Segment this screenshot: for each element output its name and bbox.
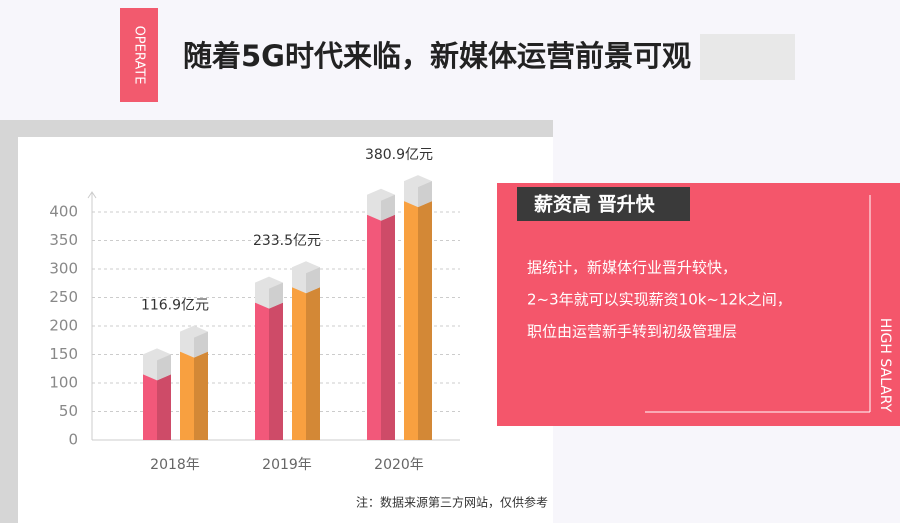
info-panel xyxy=(497,183,900,426)
heading-box xyxy=(517,187,690,221)
bar-cap-side xyxy=(194,331,208,358)
bar-cap-side xyxy=(381,194,395,221)
y-tick-label: 0 xyxy=(68,431,78,449)
tag: OPERATE xyxy=(132,26,147,85)
y-tick-label: 150 xyxy=(49,345,78,363)
bar-side xyxy=(381,214,395,440)
y-tick-label: 400 xyxy=(49,202,78,220)
bar-side xyxy=(157,374,171,440)
x-tick-label: 2020年 xyxy=(374,457,424,473)
value-annotation: 380.9亿元 xyxy=(365,147,433,163)
y-tick-label: 250 xyxy=(49,288,78,306)
y-tick-label: 300 xyxy=(49,259,78,277)
value-annotation: 116.9亿元 xyxy=(141,298,209,314)
title: 随着5G时代来临，新媒体运营前景可观 xyxy=(183,39,691,73)
axis-arrow xyxy=(87,191,97,199)
value-annotation: 233.5亿元 xyxy=(253,233,321,249)
bar-side xyxy=(269,302,283,440)
y-tick-label: 100 xyxy=(49,373,78,391)
panel-heading: 薪资高 晋升快 xyxy=(534,193,656,216)
chart-panel xyxy=(18,137,553,523)
tag-box xyxy=(120,8,158,102)
bar-cap-side xyxy=(306,267,320,294)
chart: 0 50 100 150 200 250 300 350 400 2018年 116.9亿元 2019… xyxy=(49,147,460,473)
panel-line: 2~3年就可以实现薪资10k~12k之间， xyxy=(527,291,792,309)
panel-line: 职位由运营新手转到初级管理层 xyxy=(527,323,737,341)
x-tick-label: 2019年 xyxy=(262,457,312,473)
side-label: HIGH SALARY xyxy=(877,318,893,413)
y-tick-label: 200 xyxy=(49,316,78,334)
panel-line: 据统计，新媒体行业晋升较快， xyxy=(527,259,737,277)
y-tick-label: 350 xyxy=(49,231,78,249)
bar-cap-side xyxy=(269,282,283,309)
y-tick-label: 50 xyxy=(59,402,78,420)
x-tick-label: 2018年 xyxy=(150,457,200,473)
bar-side xyxy=(306,287,320,440)
bar-cap-side xyxy=(157,354,171,381)
bar-side xyxy=(194,351,208,440)
bar-cap-side xyxy=(418,181,432,208)
title-highlight xyxy=(700,34,795,80)
note: 注：数据来源第三方网站，仅供参考 xyxy=(356,495,548,510)
bar-side xyxy=(418,201,432,440)
